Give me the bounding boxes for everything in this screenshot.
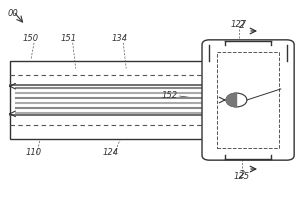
Text: 150: 150 [22, 34, 38, 43]
Circle shape [226, 93, 247, 107]
Text: 2: 2 [239, 170, 245, 180]
Text: 124: 124 [102, 148, 119, 157]
Text: 125: 125 [233, 172, 249, 181]
Text: 110: 110 [25, 148, 41, 157]
Text: 00: 00 [7, 9, 18, 18]
Wedge shape [226, 93, 236, 107]
FancyBboxPatch shape [10, 61, 224, 139]
FancyBboxPatch shape [202, 40, 294, 160]
Text: 127: 127 [230, 20, 246, 29]
Text: 2: 2 [239, 20, 245, 30]
Text: 134: 134 [111, 34, 128, 43]
Text: 152: 152 [162, 91, 178, 100]
Text: 151: 151 [61, 34, 77, 43]
